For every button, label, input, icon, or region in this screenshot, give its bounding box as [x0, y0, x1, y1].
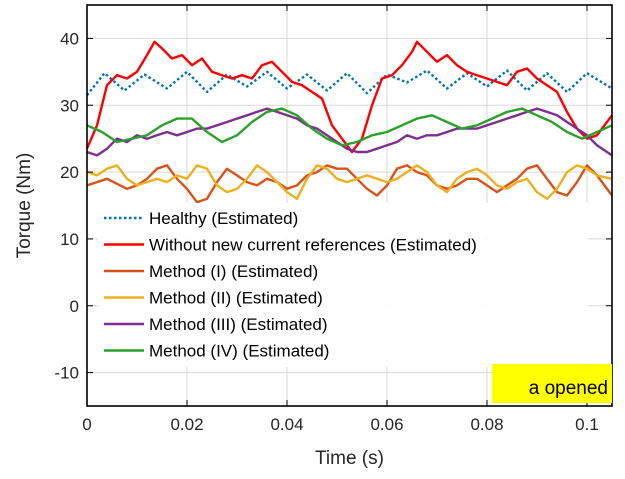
y-tick-label: 40 — [60, 29, 79, 48]
legend-label: Method (I) (Estimated) — [149, 262, 318, 281]
x-tick-label: 0.02 — [170, 415, 203, 434]
legend-background — [98, 203, 588, 367]
legend-label: Method (IV) (Estimated) — [149, 342, 329, 361]
x-tick-label: 0.04 — [270, 415, 303, 434]
legend-label: Method (III) (Estimated) — [149, 315, 328, 334]
x-tick-label: 0 — [82, 415, 91, 434]
y-tick-label: -10 — [54, 364, 79, 383]
legend-label: Healthy (Estimated) — [149, 209, 298, 228]
x-axis-label: Time (s) — [315, 448, 384, 469]
series-line-4 — [86, 164, 613, 201]
series-lines — [85, 40, 613, 204]
series-line-5 — [86, 107, 613, 157]
y-tick-label: 30 — [60, 96, 79, 115]
y-tick-label: 0 — [70, 297, 79, 316]
series-line-6 — [86, 107, 613, 147]
annotation-background — [492, 364, 612, 403]
x-tick-label: 0.06 — [370, 415, 403, 434]
annotation: a opened — [492, 364, 612, 403]
y-tick-label: 10 — [60, 230, 79, 249]
y-axis-label: Torque (Nm) — [14, 153, 35, 259]
annotation-label: a opened — [529, 378, 608, 399]
x-tick-label: 0.08 — [470, 415, 503, 434]
legend-label: Without new current references (Estimate… — [149, 236, 477, 255]
y-tick-label: 20 — [60, 163, 79, 182]
plot-frame — [86, 4, 613, 407]
legend-label: Method (II) (Estimated) — [149, 289, 323, 308]
series-line-1 — [86, 69, 613, 96]
axis-ticks: 0 0.02 0.04 0.06 0.08 0.1 -10 0 10 20 30 40 — [54, 5, 612, 434]
legend: Healthy (Estimated) Without new current r… — [98, 203, 588, 367]
x-tick-label: 0.1 — [575, 415, 599, 434]
